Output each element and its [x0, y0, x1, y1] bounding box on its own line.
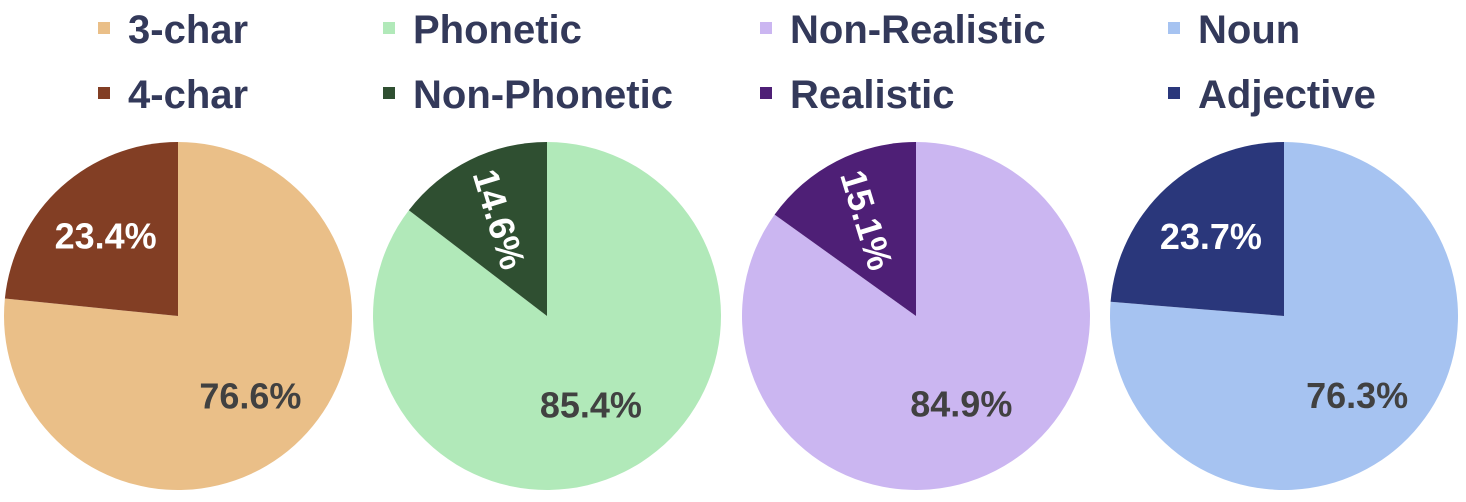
- pie-slice: [774, 142, 916, 316]
- legend-label: Phonetic: [413, 8, 582, 52]
- pie-slice: [4, 142, 178, 316]
- pie-chart-1: 3-char 4-char 76.6% 23.4%: [3, 8, 352, 491]
- data-label: 76.3%: [1306, 375, 1408, 416]
- pie-slice: [408, 142, 547, 316]
- pie-slice: [1110, 142, 1284, 316]
- legend-label: Non-Phonetic: [413, 73, 673, 117]
- legend-swatch: [1168, 87, 1180, 99]
- legend-label: 3-char: [128, 8, 248, 52]
- data-label: 23.4%: [55, 215, 157, 256]
- data-label: 76.6%: [199, 376, 301, 417]
- legend-swatch: [383, 22, 395, 34]
- data-label: 23.7%: [1160, 216, 1262, 257]
- pie-slice: [3, 142, 352, 491]
- legend-label: Realistic: [790, 73, 955, 117]
- legend-swatch: [1168, 22, 1180, 34]
- legend-swatch: [98, 87, 110, 99]
- legend-label: Adjective: [1198, 73, 1376, 117]
- legend-label: Noun: [1198, 8, 1300, 52]
- pie-chart-4: Noun Adjective 76.3% 23.7%: [1110, 8, 1459, 490]
- legend-swatch: [98, 22, 110, 34]
- legend-label: Non-Realistic: [790, 8, 1046, 52]
- data-label: 84.9%: [910, 384, 1012, 425]
- legend-label: 4-char: [128, 73, 248, 117]
- legend-swatch: [383, 87, 395, 99]
- legend-swatch: [760, 87, 772, 99]
- data-label: 85.4%: [540, 384, 642, 425]
- legend-swatch: [760, 22, 772, 34]
